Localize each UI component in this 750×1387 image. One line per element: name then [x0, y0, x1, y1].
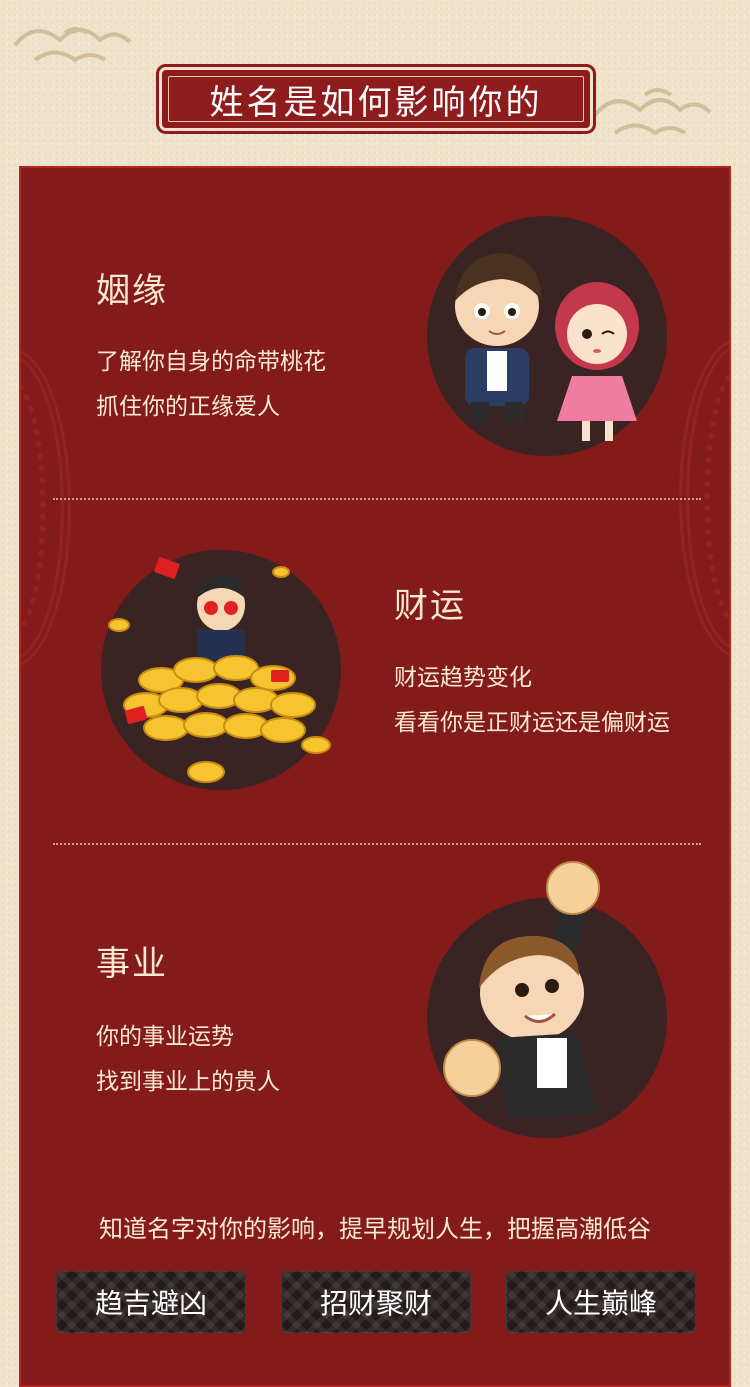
- ornament-left: [21, 348, 71, 668]
- section-title-marriage: 姻缘: [96, 271, 168, 311]
- section-line: 了解你自身的命带桃花: [96, 349, 326, 375]
- page-title: 姓名是如何影响你的: [209, 82, 543, 123]
- life-peak-button[interactable]: 人生巅峰: [506, 1271, 696, 1333]
- gather-wealth-button[interactable]: 招财聚财: [281, 1271, 471, 1333]
- section-line: 你的事业运势: [96, 1024, 234, 1050]
- section-text-marriage: 了解你自身的命带桃花 抓住你的正缘爱人: [96, 340, 326, 430]
- section-line: 财运趋势变化: [394, 665, 532, 691]
- section-line: 看看你是正财运还是偏财运: [394, 710, 670, 736]
- section-title-wealth: 财运: [394, 586, 466, 626]
- section-title-career: 事业: [96, 944, 168, 984]
- cloud-decoration-right: [593, 88, 712, 136]
- gold-coins-illustration: [101, 550, 341, 790]
- section-line: 找到事业上的贵人: [96, 1069, 280, 1095]
- title-banner: 姓名是如何影响你的: [162, 70, 590, 128]
- cloud-decoration-left: [13, 27, 132, 63]
- section-divider: [53, 843, 701, 845]
- section-text-wealth: 财运趋势变化 看看你是正财运还是偏财运: [394, 656, 670, 746]
- section-divider: [53, 498, 701, 500]
- content-panel: 姻缘 了解你自身的命带桃花 抓住你的正缘爱人: [19, 166, 731, 1387]
- section-text-career: 你的事业运势 找到事业上的贵人: [96, 1015, 280, 1105]
- avoid-misfortune-button[interactable]: 趋吉避凶: [56, 1271, 246, 1333]
- success-fist-illustration: [427, 861, 667, 1138]
- footer-text: 知道名字对你的影响，提早规划人生，把握高潮低谷: [99, 1215, 651, 1243]
- couple-illustration: [427, 216, 667, 456]
- section-line: 抓住你的正缘爱人: [96, 394, 280, 420]
